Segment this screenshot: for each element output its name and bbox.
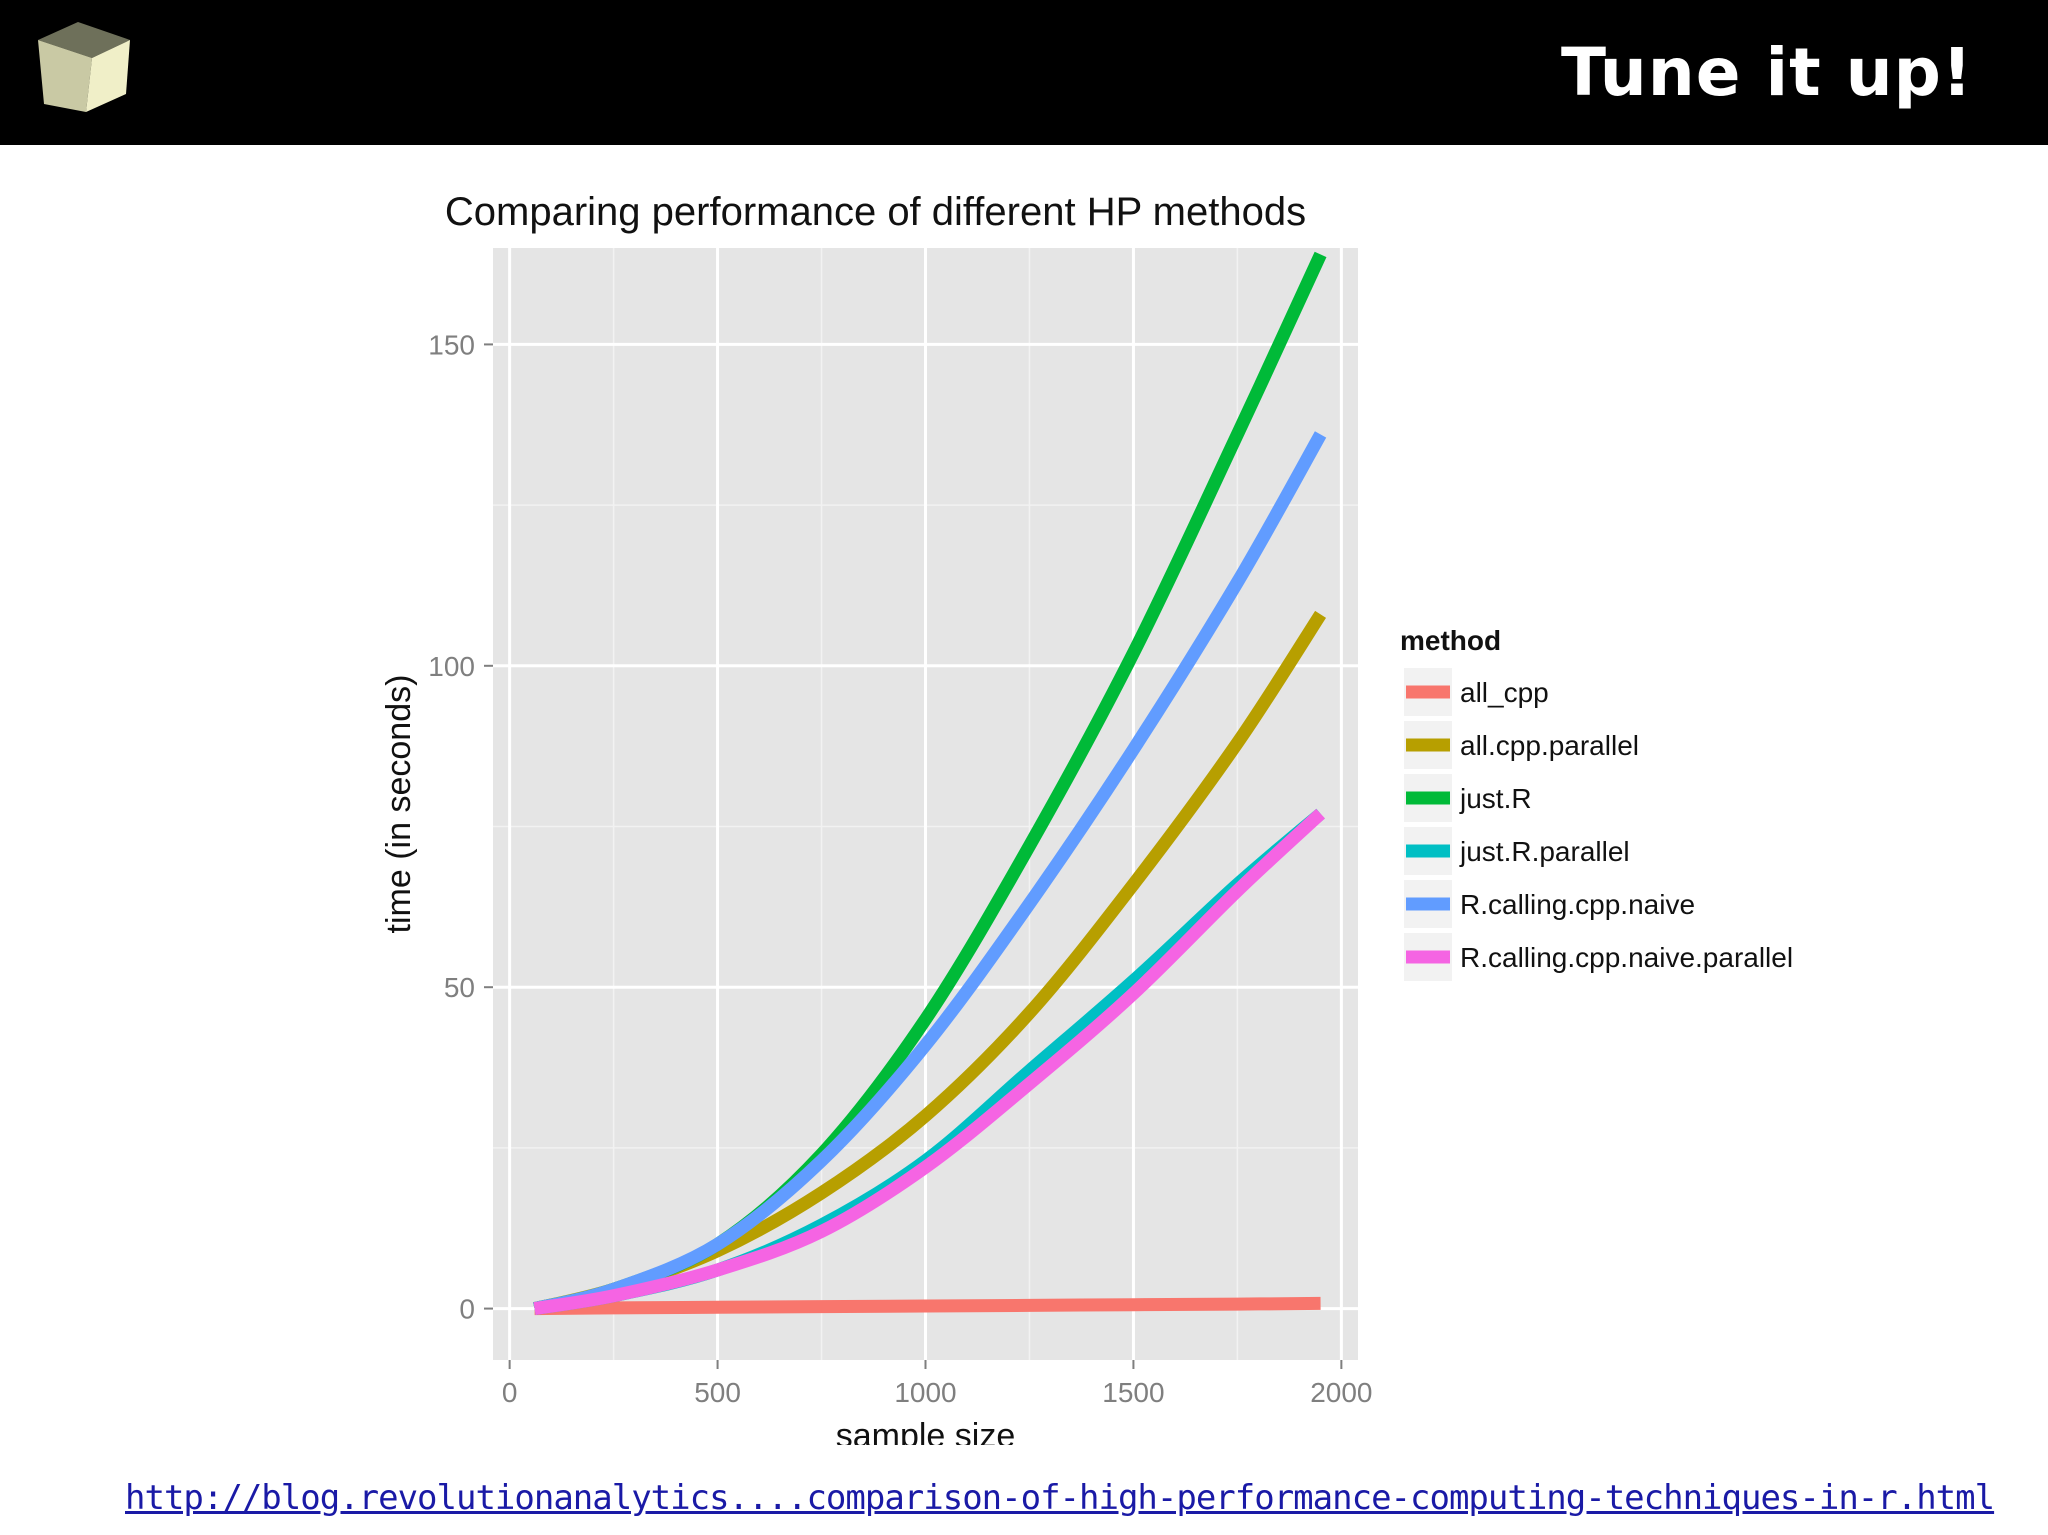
legend-label: just.R — [1459, 783, 1532, 814]
legend-label: R.calling.cpp.naive.parallel — [1460, 942, 1793, 973]
y-tick-label: 50 — [444, 972, 475, 1003]
chart-title: Comparing performance of different HP me… — [445, 190, 1306, 234]
legend-label: all.cpp.parallel — [1460, 730, 1639, 761]
y-tick-label: 0 — [459, 1294, 475, 1325]
x-tick-label: 500 — [694, 1377, 741, 1408]
x-tick-label: 1000 — [894, 1377, 956, 1408]
cube-icon — [38, 22, 130, 112]
x-axis-label: sample size — [836, 1417, 1016, 1445]
y-tick-label: 150 — [428, 329, 475, 360]
legend-label: R.calling.cpp.naive — [1460, 889, 1695, 920]
x-tick-label: 0 — [502, 1377, 518, 1408]
x-tick-label: 2000 — [1310, 1377, 1372, 1408]
series-line-all-cpp — [534, 1296, 1321, 1316]
x-tick-label: 1500 — [1102, 1377, 1164, 1408]
y-tick-label: 100 — [428, 651, 475, 682]
slide-title: Tune it up! — [1561, 34, 1973, 111]
line-chart: Comparing performance of different HP me… — [380, 190, 1793, 1445]
header-bar: Tune it up! — [0, 0, 2048, 145]
series-line-r-calling-cpp-naive-parallel — [533, 808, 1325, 1315]
y-axis-label: time (in seconds) — [380, 675, 418, 934]
series-line-r-calling-cpp-naive — [533, 431, 1327, 1315]
legend-label: all_cpp — [1460, 677, 1549, 708]
legend-title: method — [1400, 625, 1501, 656]
source-link[interactable]: http://blog.revolutionanalytics....compa… — [125, 1478, 1995, 1518]
chart-area: Comparing performance of different HP me… — [0, 145, 2048, 1445]
legend-label: just.R.parallel — [1459, 836, 1630, 867]
